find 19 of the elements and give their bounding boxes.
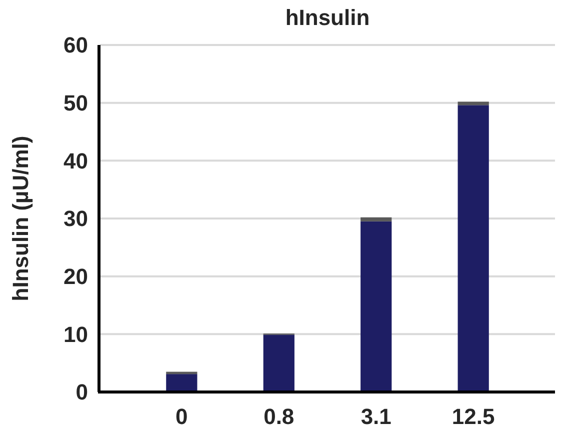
y-tick-label: 60 xyxy=(64,32,88,58)
x-tick-label: 0 xyxy=(176,404,188,429)
y-axis-title: hInsulin (µU/ml) xyxy=(8,136,33,302)
chart-title: hInsulin xyxy=(285,5,370,30)
y-tick-label: 10 xyxy=(64,322,88,347)
bar xyxy=(458,102,489,106)
bar xyxy=(263,334,294,392)
y-tick-label: 40 xyxy=(64,148,88,174)
y-tick-label: 20 xyxy=(64,264,88,290)
bar xyxy=(166,374,198,392)
bar xyxy=(458,105,489,392)
x-tick-label: 0.8 xyxy=(264,404,294,429)
y-tick-label: 30 xyxy=(64,206,88,232)
x-tick-label: 12.5 xyxy=(452,404,495,429)
bar xyxy=(360,221,392,392)
bar xyxy=(360,217,392,222)
y-tick-label: 50 xyxy=(64,90,88,116)
y-tick-label: 0 xyxy=(76,380,88,405)
x-tick-label: 3.1 xyxy=(360,404,392,429)
